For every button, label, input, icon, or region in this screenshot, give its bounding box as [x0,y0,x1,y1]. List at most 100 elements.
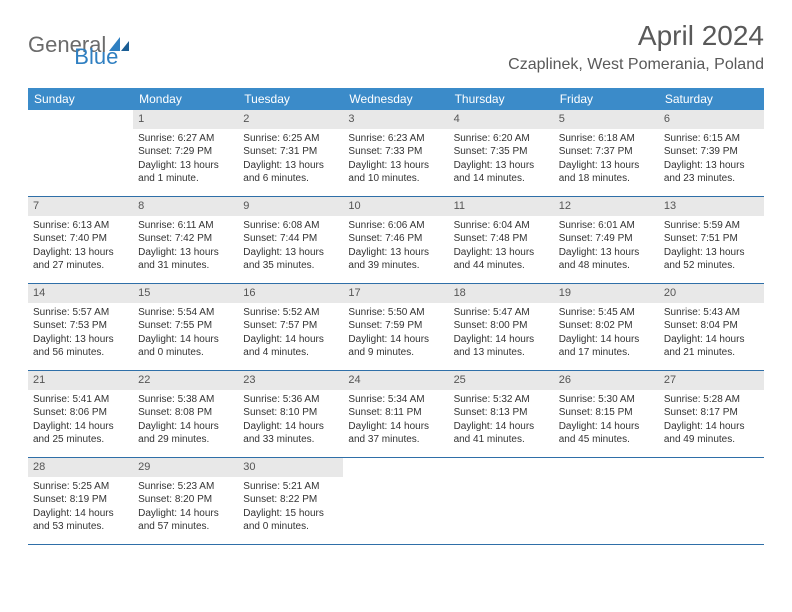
day-number: 18 [449,284,554,303]
sunset-line: Sunset: 7:49 PM [559,232,654,246]
day-cell: 18 Sunrise: 5:47 AMSunset: 8:00 PMDayligh… [449,284,554,370]
day-number: 17 [343,284,448,303]
day-number: 23 [238,371,343,390]
sunrise-line: Sunrise: 5:32 AM [454,393,549,407]
sunset-line: Sunset: 7:51 PM [664,232,759,246]
day-cell: 12Sunrise: 6:01 AMSunset: 7:49 PMDayligh… [554,197,659,283]
daylight-line: Daylight: 14 hours and 29 minutes. [138,420,233,447]
day-number: 6 [659,110,764,129]
sunrise-line: Sunrise: 5:21 AM [243,480,338,494]
sunset-line: Sunset: 8:08 PM [138,406,233,420]
sunrise-line: Sunrise: 6:11 AM [138,219,233,233]
day-header: Thursday [449,88,554,110]
day-number: 5 [554,110,659,129]
daylight-line: Daylight: 14 hours and 21 minutes. [664,333,759,360]
sunset-line: Sunset: 7:33 PM [348,145,443,159]
day-cell: 13 Sunrise: 5:59 AMSunset: 7:51 PMDayligh… [659,197,764,283]
day-number: 19 [554,284,659,303]
sunrise-line: Sunrise: 5:47 AM [454,306,549,320]
day-cell: 29Sunrise: 5:23 AMSunset: 8:20 PMDayligh… [133,458,238,544]
sunrise-line: Sunrise: 6:27 AM [138,132,233,146]
week-row: 1 Sunrise: 6:27 AMSunset: 7:29 PM Daylight… [28,110,764,197]
day-cell: 2Sunrise: 6:25 AMSunset: 7:31 PMDaylight… [238,110,343,196]
sunrise-line: Sunrise: 5:59 AM [664,219,759,233]
sunset-line: Sunset: 8:22 PM [243,493,338,507]
day-cell: 19Sunrise: 5:45 AMSunset: 8:02 PMDayligh… [554,284,659,370]
day-number: 27 [659,371,764,390]
day-cell: 8Sunrise: 6:11 AMSunset: 7:42 PMDaylight… [133,197,238,283]
day-number: 7 [28,197,133,216]
daylight-line: Daylight: 13 hours and 27 minutes. [33,246,128,273]
day-number: 13 [659,197,764,216]
header: General Blue April 2024 Czaplinek, West … [0,0,792,82]
daylight-line: Daylight: 13 hours and 56 minutes. [33,333,128,360]
week-row: 21Sunrise: 5:41 AMSunset: 8:06 PMDayligh… [28,371,764,458]
sunset-line: Sunset: 8:13 PM [454,406,549,420]
daylight-line: Daylight: 13 hours and 39 minutes. [348,246,443,273]
sunrise-line: Sunrise: 6:04 AM [454,219,549,233]
day-number: 24 [343,371,448,390]
daylight-line: Daylight: 13 hours and 31 minutes. [138,246,233,273]
daylight-line: Daylight: 13 hours and 35 minutes. [243,246,338,273]
sunrise-line: Sunrise: 5:43 AM [664,306,759,320]
sunset-line: Sunset: 8:15 PM [559,406,654,420]
sunrise-line: Sunrise: 6:08 AM [243,219,338,233]
day-cell: 16Sunrise: 5:52 AMSunset: 7:57 PMDayligh… [238,284,343,370]
sunset-line: Sunset: 7:31 PM [243,145,338,159]
sunset-line: Sunset: 8:02 PM [559,319,654,333]
sunrise-line: Sunrise: 5:45 AM [559,306,654,320]
sunrise-line: Sunrise: 5:57 AM [33,306,128,320]
daylight-line: Daylight: 13 hours and 52 minutes. [664,246,759,273]
location-text: Czaplinek, West Pomerania, Poland [508,56,764,74]
daylight-line: Daylight: 13 hours and 10 minutes. [348,159,443,186]
day-cell: 3Sunrise: 6:23 AMSunset: 7:33 PMDaylight… [343,110,448,196]
day-cell: 25 Sunrise: 5:32 AMSunset: 8:13 PMDayligh… [449,371,554,457]
day-number: 20 [659,284,764,303]
sunrise-line: Sunrise: 5:52 AM [243,306,338,320]
day-number: 25 [449,371,554,390]
day-number: 21 [28,371,133,390]
day-cell: 26Sunrise: 5:30 AMSunset: 8:15 PMDayligh… [554,371,659,457]
logo-word2: Blue [74,44,118,70]
sunrise-line: Sunrise: 5:23 AM [138,480,233,494]
sunrise-line: Sunrise: 6:23 AM [348,132,443,146]
day-cell: 23Sunrise: 5:36 AMSunset: 8:10 PMDayligh… [238,371,343,457]
sunrise-line: Sunrise: 5:28 AM [664,393,759,407]
sunrise-line: Sunrise: 5:50 AM [348,306,443,320]
day-cell [554,458,659,544]
day-cell: 6Sunrise: 6:15 AMSunset: 7:39 PMDaylight… [659,110,764,196]
sunrise-line: Sunrise: 5:38 AM [138,393,233,407]
sunset-line: Sunset: 7:48 PM [454,232,549,246]
sunrise-line: Sunrise: 6:18 AM [559,132,654,146]
sunset-line: Sunset: 8:00 PM [454,319,549,333]
daylight-line: Daylight: 14 hours and 0 minutes. [138,333,233,360]
sunset-line: Sunset: 7:40 PM [33,232,128,246]
sunrise-line: Sunrise: 5:30 AM [559,393,654,407]
daylight-line: Daylight: 14 hours and 13 minutes. [454,333,549,360]
day-cell: 14Sunrise: 5:57 AMSunset: 7:53 PMDayligh… [28,284,133,370]
daylight-line: Daylight: 14 hours and 33 minutes. [243,420,338,447]
day-header: Monday [133,88,238,110]
calendar-body: 1 Sunrise: 6:27 AMSunset: 7:29 PM Daylight… [28,110,764,545]
logo: General Blue [28,20,118,70]
sunset-line: Sunset: 7:29 PM [138,145,233,159]
day-number: 1 [133,110,238,129]
daylight-line: Daylight: 14 hours and 53 minutes. [33,507,128,534]
sunset-line: Sunset: 8:17 PM [664,406,759,420]
calendar-table: SundayMondayTuesdayWednesdayThursdayFrid… [28,88,764,545]
daylight-line: Daylight: 14 hours and 25 minutes. [33,420,128,447]
day-header: Tuesday [238,88,343,110]
sunrise-line: Sunrise: 6:25 AM [243,132,338,146]
sunset-line: Sunset: 8:20 PM [138,493,233,507]
sunrise-line: Sunrise: 6:15 AM [664,132,759,146]
daylight-line: Daylight: 14 hours and 41 minutes. [454,420,549,447]
sunset-line: Sunset: 8:06 PM [33,406,128,420]
sunset-line: Sunset: 7:59 PM [348,319,443,333]
daylight-line: Daylight: 14 hours and 49 minutes. [664,420,759,447]
day-number: 2 [238,110,343,129]
sunset-line: Sunset: 7:55 PM [138,319,233,333]
sunset-line: Sunset: 8:10 PM [243,406,338,420]
day-number: 22 [133,371,238,390]
day-cell [659,458,764,544]
day-header: Wednesday [343,88,448,110]
